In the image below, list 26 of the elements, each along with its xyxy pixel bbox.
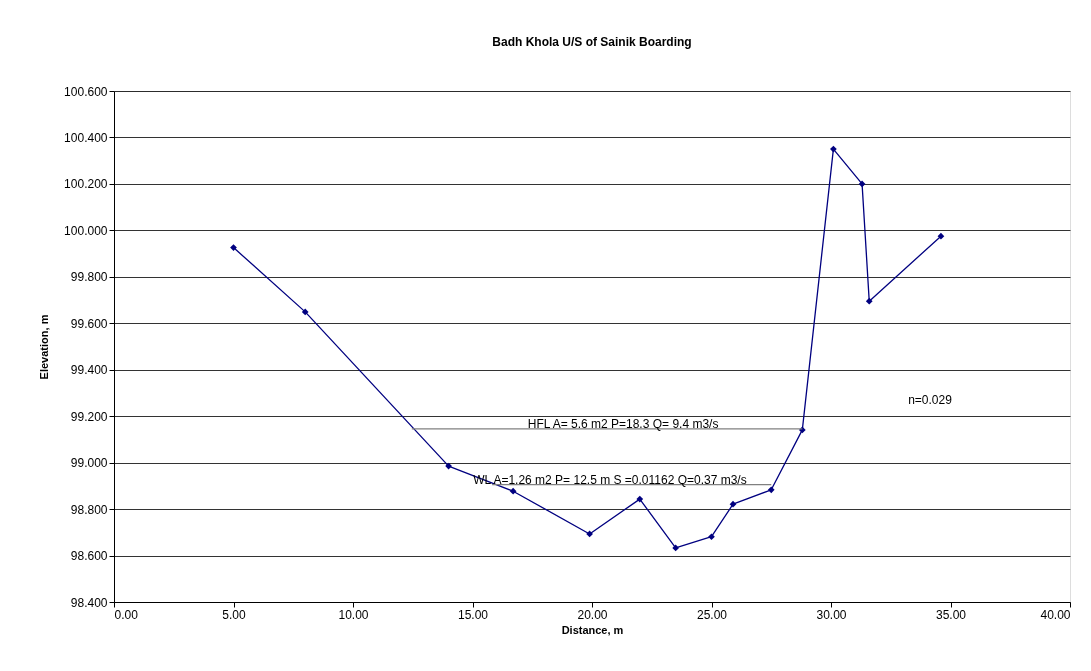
y-tick-label: 100.600: [64, 84, 108, 99]
x-tick-label: 30.00: [816, 607, 847, 622]
x-tick-label: 15.00: [457, 607, 489, 622]
x-tick-label: 5.00: [222, 607, 246, 622]
y-axis-title: Elevation, m: [38, 314, 51, 380]
y-tick-label: 98.400: [70, 595, 108, 610]
x-tick-label: 20.00: [577, 607, 608, 622]
x-tick-label: 10.00: [338, 607, 369, 622]
y-tick-label: 99.400: [70, 363, 108, 378]
y-tick-label: 100.400: [64, 130, 108, 145]
y-tick-label: 98.800: [70, 502, 108, 517]
annotation: n=0.029: [908, 393, 953, 407]
x-tick-label: 25.00: [696, 607, 728, 622]
chart-title: Badh Khola U/S of Sainik Boarding: [492, 35, 692, 49]
y-tick-label: 99.000: [70, 456, 108, 471]
y-tick-label: 100.200: [64, 177, 108, 192]
x-tick-label: 35.00: [935, 607, 967, 622]
x-axis-title: Distance, m: [561, 623, 624, 636]
y-tick-label: 99.200: [70, 409, 108, 424]
x-tick-label: 40.00: [1040, 607, 1071, 622]
y-tick-label: 99.600: [70, 316, 108, 331]
y-tick-label: 100.000: [64, 223, 108, 238]
y-tick-label: 98.600: [70, 549, 108, 564]
annotation: HFL A= 5.6 m2 P=18.3 Q= 9.4 m3/s: [527, 416, 719, 431]
y-tick-label: 99.800: [70, 270, 108, 285]
x-tick-label: 0.00: [114, 607, 139, 622]
